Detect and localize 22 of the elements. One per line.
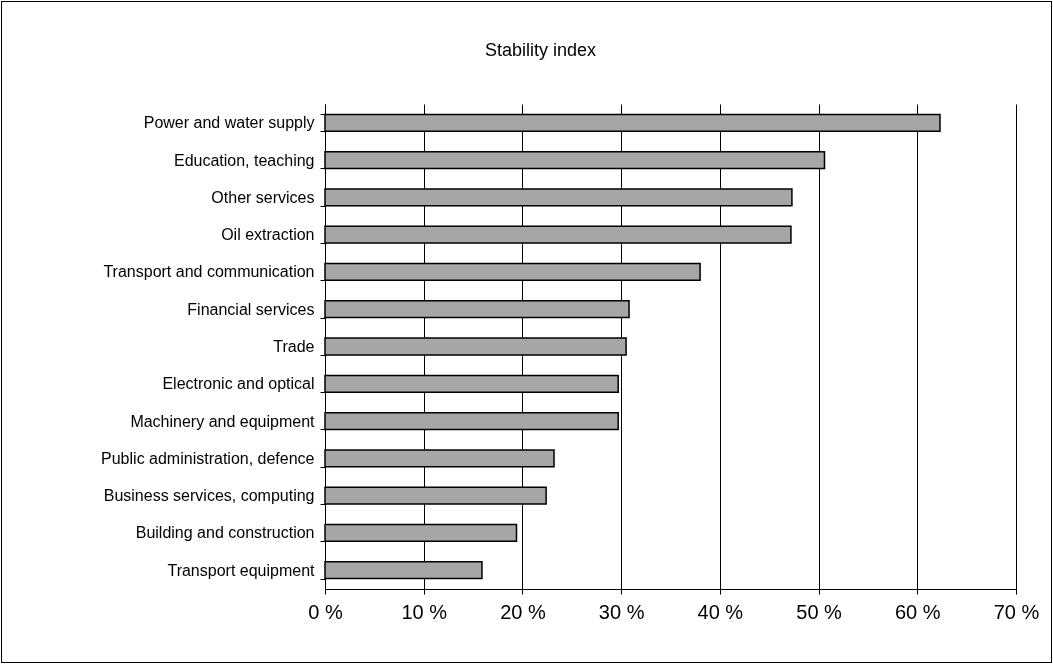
y-tick-label: Building and construction [135, 524, 315, 542]
y-tick-label: Trade [273, 338, 315, 355]
y-tick-label: Public administration, defence [101, 449, 315, 467]
y-tick-label: Other services [211, 188, 315, 206]
y-tick-label: Oil extraction [221, 226, 315, 244]
y-tick-label: Transport and communication [103, 263, 315, 281]
y-tick-label: Business services, computing [103, 487, 315, 505]
x-tick-label: 40 % [697, 600, 744, 623]
y-tick-label: Education, teaching [173, 151, 315, 169]
x-tick-label: 0 % [308, 600, 343, 623]
y-tick-label: Electronic and optical [162, 375, 315, 393]
x-tick-label: 10 % [401, 600, 448, 623]
y-tick-label: Transport equipment [167, 561, 316, 579]
x-tick-label: 70 % [993, 600, 1040, 623]
x-tick-label: 60 % [894, 600, 941, 623]
x-tick-label: 20 % [500, 600, 546, 623]
y-tick-label: Machinery and equipment [130, 412, 316, 430]
x-tick-label: 50 % [796, 600, 843, 623]
y-tick-label: Financial services [187, 300, 315, 318]
y-tick-label: Power and water supply [143, 114, 315, 132]
x-tick-label: 30 % [598, 600, 645, 623]
chart-title: Stability index [484, 40, 597, 60]
